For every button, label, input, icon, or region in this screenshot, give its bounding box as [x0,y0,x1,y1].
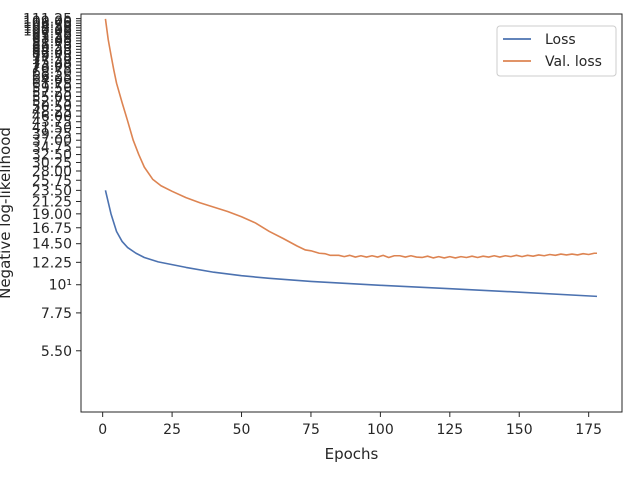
y-tick-label: 28.00 [32,164,72,180]
y-tick-label: 19.00 [32,207,72,223]
legend-entry: Val. loss [545,54,602,70]
y-tick-label: 39.25 [32,127,72,143]
y-tick-label: 109.00 [23,14,72,30]
plot-area [104,18,598,298]
y-tick-label: 102.25 [23,21,72,37]
y-tick-label: 68.50 [32,65,72,81]
y-tick-label: 88.75 [32,37,72,53]
y-tick-label: 93.25 [32,31,72,47]
y-tick-label: 7.75 [41,306,72,322]
y-tick-label: 5.50 [41,344,72,360]
y-tick-label: 59.50 [32,81,72,97]
y-tick-label: 91.00 [32,34,72,50]
axes-frame [80,13,623,413]
x-tick-label: 150 [506,422,533,438]
y-tick-label: 106.75 [23,16,72,32]
y-tick-label: 73.00 [32,58,72,74]
series-line-val-loss [104,18,598,259]
y-tick-label: 46.00 [32,109,72,125]
y-tick-label: 77.50 [32,52,72,68]
y-tick-label: 43.75 [32,115,72,131]
x-tick-label: 25 [163,422,181,438]
y-tick-label: 104.50 [23,19,72,35]
y-tick-label: 64.00 [32,73,72,89]
x-tick-label: 125 [436,422,463,438]
legend: Loss Val. loss [496,25,617,77]
y-tick-label: 50.50 [32,99,72,115]
y-tick-label: 16.75 [32,221,72,237]
y-tick-label: 52.75 [32,94,72,110]
x-tick-label: 75 [302,422,320,438]
y-tick-label: 111.25 [23,12,72,28]
y-tick-label: 57.25 [32,85,72,101]
series-line-loss [104,190,598,298]
x-tick-label: 175 [575,422,602,438]
y-tick-label: 70.75 [32,62,72,78]
y-tick-label: 100.00 [23,23,72,39]
y-tick-label: 84.25 [32,42,72,58]
y-tick-label: 55.00 [32,89,72,105]
legend-entry: Loss [545,32,576,48]
y-tick-label: 10¹ [49,278,72,294]
y-tick-label: 23.50 [32,183,72,199]
y-tick-label: 79.75 [32,48,72,64]
axes: 0 25 50 75 100 125 150 175 5.50 7.75 10¹ 12.25 14.50… [0,12,623,463]
y-tick-label: 97.75 [32,26,72,42]
x-tick-label: 0 [98,422,107,438]
y-tick-label: 82.00 [32,45,72,61]
y-tick-label: 75.25 [32,55,72,71]
y-tick-label: 86.50 [32,39,72,55]
y-tick-label: 12.25 [32,255,72,271]
y-axis-label: Negative log-likelihood [0,127,14,299]
y-tick-label: 30.25 [32,155,72,171]
x-tick-label: 50 [233,422,251,438]
y-tick-label: 61.75 [32,77,72,93]
y-tick-label: 21.25 [32,194,72,210]
x-axis-label: Epochs [325,445,379,463]
y-tick-label: 95.50 [32,28,72,44]
y-tick-label: 37.00 [32,133,72,149]
y-tick-label: 32.50 [32,148,72,164]
x-tick-label: 100 [367,422,394,438]
y-tick-label: 48.25 [32,104,72,120]
y-tick-label: 34.75 [32,140,72,156]
y-tick-label: 25.75 [32,173,72,189]
y-tick-label: 14.50 [32,237,72,253]
y-tick-label: 66.25 [32,69,72,85]
y-tick-label: 41.50 [32,121,72,137]
